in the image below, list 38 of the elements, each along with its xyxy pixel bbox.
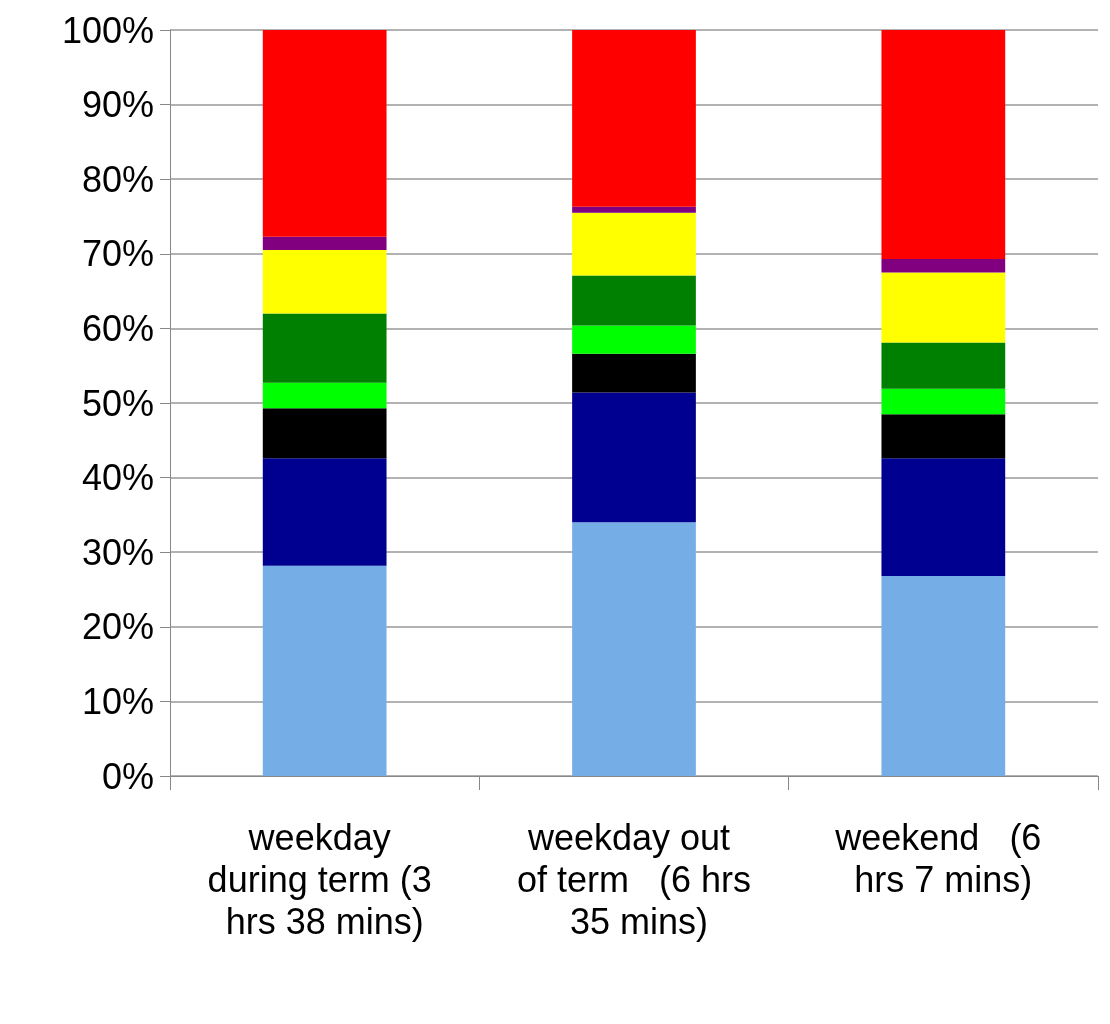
y-tick-label: 40% <box>81 457 154 499</box>
x-tick-label: weekend (6 hrs 7 mins) <box>834 816 1052 900</box>
bar <box>262 250 387 314</box>
y-tick-label: 80% <box>81 158 154 200</box>
y-tick-label: 90% <box>81 84 154 126</box>
bar <box>262 458 387 566</box>
y-tick-label: 10% <box>81 680 154 722</box>
bar <box>572 392 696 523</box>
bar <box>262 236 387 251</box>
bar <box>881 576 1006 776</box>
bar <box>572 353 696 393</box>
bar <box>572 206 696 213</box>
bar <box>572 212 696 276</box>
bar <box>881 414 1006 459</box>
bar <box>262 313 387 383</box>
y-tick-label: 30% <box>81 531 154 573</box>
y-tick-label: 100% <box>61 9 154 51</box>
bar <box>262 408 387 459</box>
y-tick-label: 50% <box>81 382 154 424</box>
bar <box>881 388 1006 415</box>
bar <box>262 382 387 409</box>
bar <box>881 342 1006 389</box>
bar <box>881 272 1006 343</box>
bar <box>262 565 387 776</box>
bar <box>262 30 387 237</box>
x-tick-label: weekday out of term (6 hrs 35 mins) <box>516 816 752 942</box>
bar <box>572 275 696 326</box>
bar <box>572 30 696 207</box>
bar <box>881 259 1006 273</box>
y-tick-label: 0% <box>101 755 154 797</box>
bar <box>572 522 696 776</box>
bar <box>572 325 696 354</box>
y-tick-label: 70% <box>81 233 154 275</box>
bar <box>881 30 1006 260</box>
y-tick-label: 60% <box>81 307 154 349</box>
y-tick-label: 20% <box>81 606 154 648</box>
x-tick-label: weekday during term (3 hrs 38 mins) <box>207 816 442 942</box>
bar <box>881 458 1006 577</box>
